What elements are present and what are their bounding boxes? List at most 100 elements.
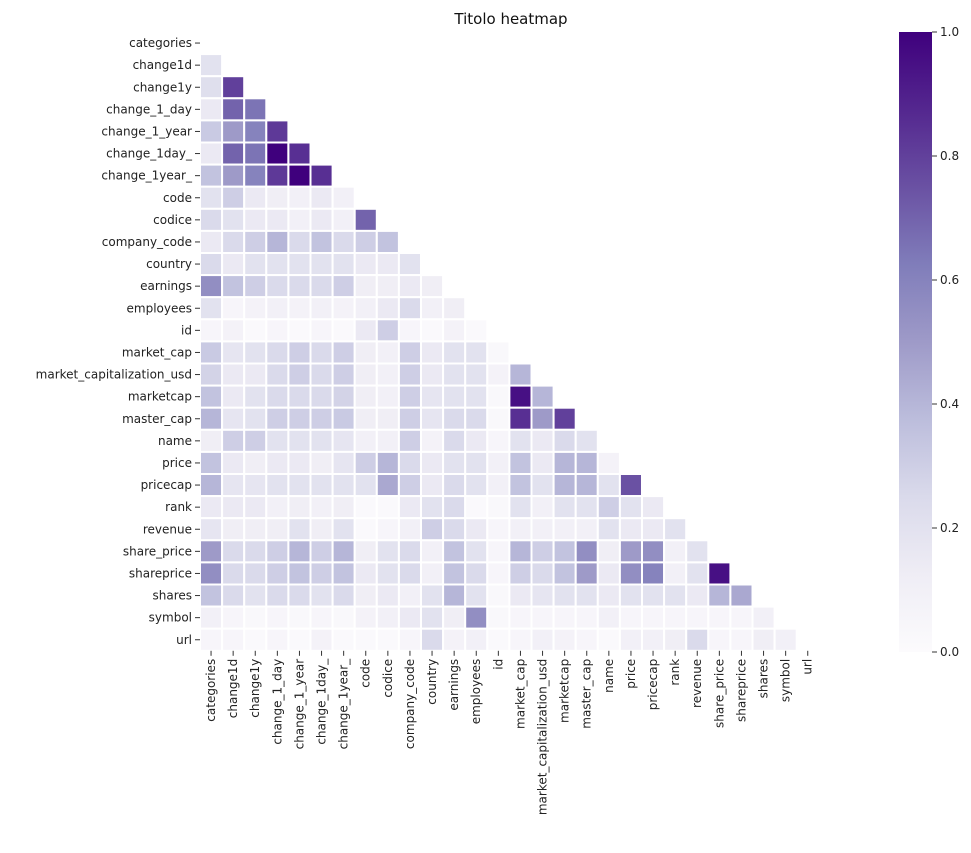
heatmap-cell-pricecap-master_cap: [574, 473, 599, 498]
heatmap-cell-url-change_1day_: [309, 627, 334, 652]
colorbar-gradient: [899, 32, 932, 652]
heatmap-cell-symbol-id: [486, 605, 511, 630]
y-tick-label-employees: employees: [127, 301, 192, 315]
x-tick-label-change_1year_: change_1year_: [337, 658, 351, 750]
y-tick-label-change1y: change1y: [133, 80, 192, 94]
heatmap-cell-share_price-categories: [199, 539, 224, 564]
heatmap-cell-shares-price: [618, 583, 644, 608]
heatmap-cell-marketcap-company_code: [397, 384, 422, 409]
heatmap-cell-code-change1d: [221, 185, 246, 210]
heatmap-cell-shares-change1d: [221, 583, 246, 608]
heatmap-cell-name-employees: [464, 428, 489, 453]
heatmap-cell-master_cap-code: [353, 406, 378, 431]
heatmap-cell-shares-shareprice: [729, 583, 754, 608]
heatmap-cell-url-market_cap: [508, 627, 533, 652]
heatmap-cell-employees-change_1year_: [331, 296, 356, 321]
heatmap-cell-url-employees: [464, 627, 489, 652]
heatmap-cell-share_price-price: [618, 539, 644, 564]
heatmap-cell-revenue-market_capitalization_usd: [530, 517, 555, 542]
y-tick-label-categories: categories: [129, 36, 192, 50]
heatmap-cell-rank-id: [486, 495, 511, 520]
heatmap-cell-shares-master_cap: [574, 583, 599, 608]
heatmap-cell-country-change_1_year: [287, 252, 312, 277]
heatmap-cell-code-change_1day_: [309, 185, 334, 210]
heatmap-cell-market_capitalization_usd-market_cap: [508, 362, 533, 387]
heatmap-cell-earnings-change1d: [221, 274, 246, 299]
heatmap-cell-market_cap-change1d: [221, 340, 246, 365]
heatmap-cell-price-company_code: [397, 450, 422, 475]
heatmap-cell-url-shares: [751, 627, 776, 652]
heatmap-cell-symbol-change_1year_: [331, 605, 356, 630]
heatmap-cell-earnings-change_1_year: [287, 274, 312, 299]
colorbar-tick-label-0.0: 0.0: [940, 645, 959, 659]
heatmap-cell-earnings-change1y: [243, 274, 268, 299]
y-tick-label-share_price: share_price: [123, 544, 192, 558]
heatmap-cell-shares-market_cap: [508, 583, 533, 608]
heatmap-cell-market_cap-code: [353, 340, 378, 365]
heatmap-cell-url-price: [618, 627, 644, 652]
heatmap-cell-shares-codice: [375, 583, 400, 608]
heatmap-cell-market_capitalization_usd-change_1year_: [331, 362, 356, 387]
heatmap-cell-shareprice-change_1year_: [331, 561, 356, 586]
x-tick-label-categories: categories: [204, 659, 218, 722]
heatmap-cell-market_capitalization_usd-earnings: [442, 362, 467, 387]
heatmap-cell-earnings-country: [420, 274, 445, 299]
heatmap-cell-share_price-code: [353, 539, 378, 564]
heatmap-cell-codice-categories: [199, 207, 224, 232]
heatmap-cell-market_cap-change_1year_: [331, 340, 356, 365]
heatmap-cell-url-shareprice: [729, 627, 754, 652]
heatmap-cell-master_cap-codice: [375, 406, 400, 431]
heatmap-cell-market_capitalization_usd-company_code: [397, 362, 422, 387]
heatmap-cell-market_cap-earnings: [442, 340, 467, 365]
heatmap-cell-revenue-change_1_year: [287, 517, 312, 542]
heatmap-cell-rank-market_capitalization_usd: [530, 495, 555, 520]
colorbar-tick-label-0.6: 0.6: [940, 273, 959, 287]
heatmap-cell-rank-company_code: [397, 495, 422, 520]
colorbar-tick-label-0.2: 0.2: [940, 521, 959, 535]
heatmap-cell-code-change_1_year: [287, 185, 312, 210]
heatmap-cell-codice-code: [353, 207, 378, 232]
heatmap-cell-earnings-categories: [199, 274, 224, 299]
heatmap-cell-share_price-revenue: [685, 539, 710, 564]
heatmap-cell-id-change1y: [243, 318, 268, 343]
heatmap-cell-company_code-categories: [199, 229, 224, 254]
heatmap-cell-pricecap-company_code: [397, 473, 422, 498]
heatmap-cell-rank-country: [420, 495, 445, 520]
y-tick-label-rank: rank: [165, 500, 192, 514]
heatmap-cell-pricecap-change1y: [243, 473, 268, 498]
heatmap-cell-pricecap-categories: [199, 473, 224, 498]
heatmap-cell-url-change1y: [243, 627, 268, 652]
y-tick-label-earnings: earnings: [140, 279, 192, 293]
heatmap-cell-url-revenue: [685, 627, 710, 652]
heatmap-cell-symbol-earnings: [442, 605, 467, 630]
heatmap-cell-share_price-id: [486, 539, 511, 564]
x-tick-label-earnings: earnings: [447, 659, 461, 711]
x-tick-label-symbol: symbol: [779, 659, 793, 702]
x-tick-label-change_1_day: change_1_day: [270, 659, 284, 745]
heatmap-cell-pricecap-earnings: [442, 473, 467, 498]
heatmap-cell-symbol-shareprice: [729, 605, 754, 630]
heatmap-cell-shares-company_code: [397, 583, 422, 608]
heatmap-cell-master_cap-change_1year_: [331, 406, 356, 431]
heatmap-cell-rank-market_cap: [508, 495, 533, 520]
heatmap-cell-revenue-code: [353, 517, 378, 542]
heatmap-cell-shareprice-codice: [375, 561, 400, 586]
heatmap-cell-revenue-market_cap: [508, 517, 533, 542]
heatmap-cell-employees-change_1_year: [287, 296, 312, 321]
heatmap-cell-master_cap-company_code: [397, 406, 422, 431]
heatmap-cell-price-change1y: [243, 450, 268, 475]
heatmap-cell-revenue-rank: [663, 517, 688, 542]
heatmap-cell-marketcap-id: [486, 384, 511, 409]
heatmap-cell-id-change_1_year: [287, 318, 312, 343]
heatmap-cell-symbol-shares: [751, 605, 776, 630]
heatmap-cell-symbol-market_cap: [508, 605, 533, 630]
heatmap-cell-shareprice-change_1_day: [265, 561, 290, 586]
x-tick-label-name: name: [602, 659, 616, 693]
y-tick-label-name: name: [158, 434, 192, 448]
x-tick-label-change1d: change1d: [226, 659, 240, 718]
heatmap-cell-share_price-change1y: [243, 539, 268, 564]
heatmap-cell-share_price-change_1day_: [309, 539, 334, 564]
heatmap-cell-change_1year_-change_1day_: [309, 163, 334, 188]
y-tick-label-codice: codice: [153, 213, 192, 227]
heatmap-cell-employees-company_code: [397, 296, 422, 321]
